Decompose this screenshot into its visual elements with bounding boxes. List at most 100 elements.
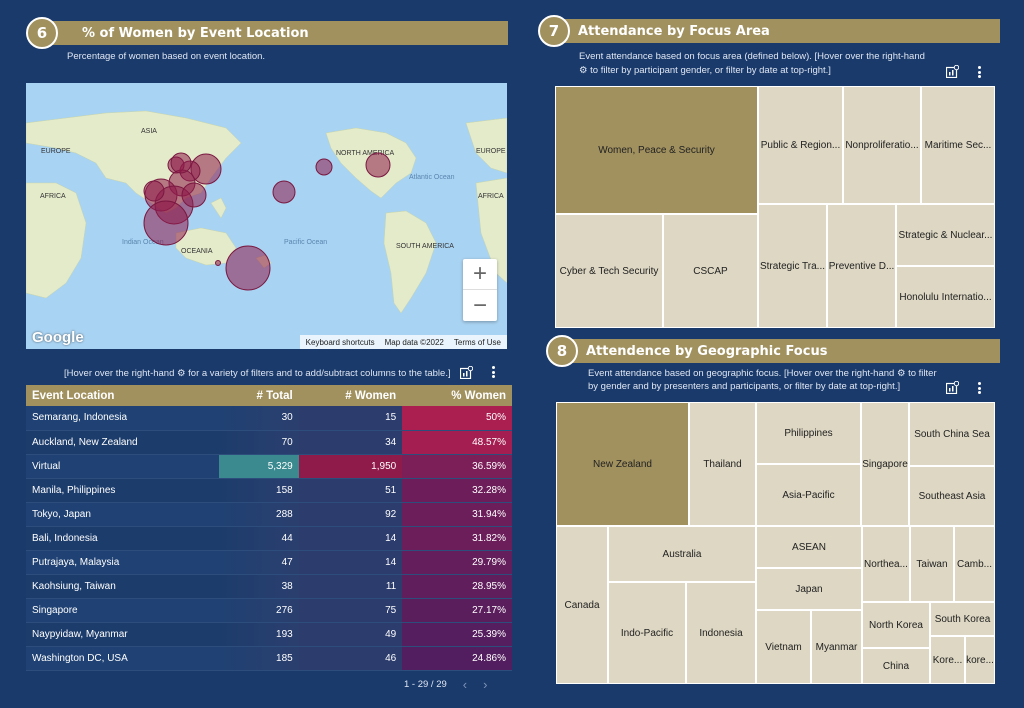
- focus-area-treemap: Women, Peace & Security Public & Region.…: [555, 86, 995, 328]
- treemap-cell[interactable]: Thailand: [689, 402, 756, 526]
- table-row[interactable]: Washington DC, USA 185 46 24.86%: [26, 646, 512, 671]
- cell-women: 14: [298, 526, 403, 551]
- treemap-cell[interactable]: Canada: [556, 526, 608, 684]
- treemap-cell[interactable]: China: [862, 648, 930, 684]
- col-header-women[interactable]: # Women: [298, 385, 403, 406]
- cell-women: 14: [298, 550, 403, 575]
- treemap-cell[interactable]: North Korea: [862, 602, 930, 648]
- map-label-north-america: NORTH AMERICA: [336, 150, 395, 157]
- table-row[interactable]: Tokyo, Japan 288 92 31.94%: [26, 502, 512, 527]
- treemap-cell[interactable]: South China Sea: [909, 402, 995, 466]
- treemap-cell[interactable]: South Korea: [930, 602, 995, 636]
- table-row[interactable]: Bali, Indonesia 44 14 31.82%: [26, 526, 512, 551]
- section7-badge: 7: [538, 15, 570, 47]
- cell-location: Semarang, Indonesia: [26, 406, 220, 431]
- cell-women: 15: [298, 406, 403, 431]
- prev-page-icon[interactable]: ‹: [462, 677, 468, 692]
- section7-description-line1: Event attendance based on focus area (de…: [579, 51, 925, 62]
- chart-settings-icon[interactable]: [946, 381, 959, 394]
- section8-title: Attendence by Geographic Focus: [586, 343, 828, 359]
- cell-location: Putrajaya, Malaysia: [26, 550, 220, 575]
- table-hint: [Hover over the right-hand ⚙ for a varie…: [64, 368, 451, 379]
- treemap-cell[interactable]: kore...: [965, 636, 995, 684]
- google-logo: Google: [32, 329, 84, 346]
- next-page-icon[interactable]: ›: [483, 677, 488, 692]
- map-footer: Keyboard shortcuts Map data ©2022 Terms …: [299, 335, 507, 349]
- table-row[interactable]: Virtual 5,329 1,950 36.59%: [26, 454, 512, 479]
- zoom-out-button[interactable]: −: [472, 291, 487, 319]
- table-row[interactable]: Semarang, Indonesia 30 15 50%: [26, 406, 512, 431]
- map-label-pacific: Pacific Ocean: [284, 239, 327, 246]
- cell-women: 1,950: [298, 454, 403, 479]
- cell-pct-women: 29.79%: [402, 550, 512, 575]
- cell-location: Manila, Philippines: [26, 478, 220, 503]
- treemap-cell[interactable]: Indonesia: [686, 582, 756, 684]
- geographic-focus-treemap: New Zealand Thailand Philippines Asia-Pa…: [556, 402, 995, 684]
- cell-pct-women: 50%: [402, 406, 512, 431]
- section8-description-line1: Event attendance based on geographic foc…: [588, 368, 937, 379]
- more-options-icon[interactable]: [974, 381, 984, 395]
- treemap-cell[interactable]: Philippines: [756, 402, 861, 464]
- event-bubbles[interactable]: [143, 152, 391, 291]
- pager-label: 1 - 29 / 29: [404, 679, 447, 690]
- treemap-cell[interactable]: Vietnam: [756, 610, 811, 684]
- treemap-cell[interactable]: Preventive D...: [827, 204, 896, 328]
- col-header-total[interactable]: # Total: [219, 385, 299, 406]
- cell-total: 288: [219, 502, 299, 527]
- treemap-cell[interactable]: ASEAN: [756, 526, 862, 568]
- treemap-cell[interactable]: Singapore: [861, 402, 909, 526]
- zoom-controls: + −: [463, 259, 497, 321]
- cell-pct-women: 25.39%: [402, 622, 512, 647]
- treemap-cell[interactable]: Northea...: [862, 526, 910, 602]
- treemap-cell[interactable]: Strategic Tra...: [758, 204, 827, 328]
- more-options-icon[interactable]: [488, 365, 498, 379]
- cell-location: Singapore: [26, 598, 220, 623]
- table-row[interactable]: Naypyidaw, Myanmar 193 49 25.39%: [26, 622, 512, 647]
- zoom-in-button[interactable]: +: [463, 259, 497, 290]
- col-header-location[interactable]: Event Location: [26, 385, 220, 406]
- table-row[interactable]: Kaohsiung, Taiwan 38 11 28.95%: [26, 574, 512, 599]
- map-label-europe-right: EUROPE: [476, 148, 506, 155]
- table-row[interactable]: Auckland, New Zealand 70 34 48.57%: [26, 430, 512, 455]
- more-options-icon[interactable]: [974, 65, 984, 79]
- treemap-cell[interactable]: Cyber & Tech Security: [555, 214, 663, 328]
- map-label-oceania: OCEANIA: [181, 248, 213, 255]
- cell-total: 158: [219, 478, 299, 503]
- section6-badge: 6: [26, 17, 58, 49]
- treemap-cell[interactable]: CSCAP: [663, 214, 758, 328]
- treemap-cell[interactable]: Nonproliferatio...: [843, 86, 921, 204]
- chart-settings-icon[interactable]: [946, 65, 959, 78]
- treemap-cell[interactable]: Southeast Asia: [909, 466, 995, 526]
- cell-total: 38: [219, 574, 299, 599]
- col-header-pct-women[interactable]: % Women: [402, 385, 512, 406]
- treemap-cell[interactable]: Japan: [756, 568, 862, 610]
- table-row[interactable]: Singapore 276 75 27.17%: [26, 598, 512, 623]
- terms-of-use-link[interactable]: Terms of Use: [453, 337, 501, 347]
- treemap-cell[interactable]: Public & Region...: [758, 86, 843, 204]
- treemap-cell[interactable]: Camb...: [954, 526, 995, 602]
- treemap-cell[interactable]: Myanmar: [811, 610, 862, 684]
- treemap-cell[interactable]: New Zealand: [556, 402, 689, 526]
- section7-header: Attendance by Focus Area: [554, 19, 1000, 43]
- event-location-map[interactable]: ASIA EUROPE EUROPE AFRICA AFRICA NORTH A…: [26, 83, 507, 349]
- treemap-cell[interactable]: Strategic & Nuclear...: [896, 204, 995, 266]
- cell-women: 46: [298, 646, 403, 671]
- keyboard-shortcuts-link[interactable]: Keyboard shortcuts: [305, 337, 375, 347]
- treemap-cell[interactable]: Kore...: [930, 636, 965, 684]
- map-data-credit: Map data ©2022: [384, 337, 444, 347]
- map-label-africa-right: AFRICA: [478, 193, 504, 200]
- table-row[interactable]: Manila, Philippines 158 51 32.28%: [26, 478, 512, 503]
- cell-total: 193: [219, 622, 299, 647]
- treemap-cell[interactable]: Women, Peace & Security: [555, 86, 758, 214]
- treemap-cell[interactable]: Maritime Sec...: [921, 86, 995, 204]
- treemap-cell[interactable]: Taiwan: [910, 526, 954, 602]
- treemap-cell[interactable]: Australia: [608, 526, 756, 582]
- treemap-cell[interactable]: Indo-Pacific: [608, 582, 686, 684]
- map-label-africa-left: AFRICA: [40, 193, 66, 200]
- treemap-cell[interactable]: Honolulu Internatio...: [896, 266, 995, 328]
- treemap-cell[interactable]: Asia-Pacific: [756, 464, 861, 526]
- chart-settings-icon[interactable]: [460, 366, 473, 379]
- cell-pct-women: 32.28%: [402, 478, 512, 503]
- cell-pct-women: 36.59%: [402, 454, 512, 479]
- table-row[interactable]: Putrajaya, Malaysia 47 14 29.79%: [26, 550, 512, 575]
